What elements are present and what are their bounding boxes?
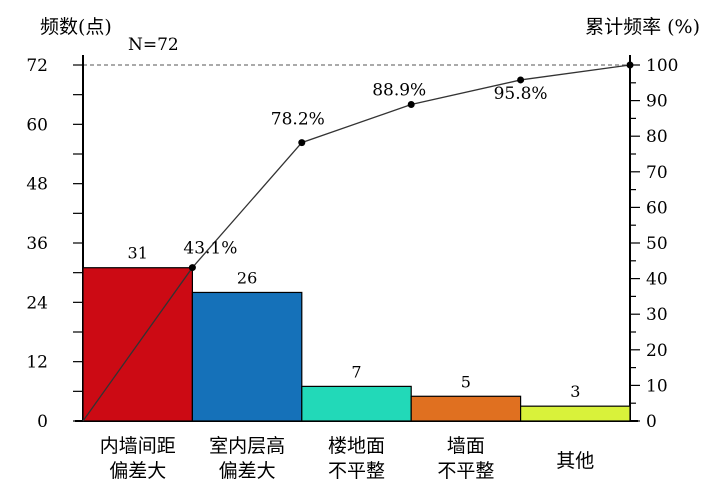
category-label-1-1: 偏差大 <box>219 460 276 482</box>
cumulative-point-3 <box>517 76 525 84</box>
category-label-1-0: 室内层高 <box>209 435 285 457</box>
left-tick-label-12: 12 <box>26 353 48 373</box>
cumulative-label-2: 88.9% <box>372 81 426 101</box>
bar-value-label-4: 3 <box>570 382 580 401</box>
left-tick-label-36: 36 <box>26 234 48 254</box>
cumulative-point-1 <box>298 139 306 147</box>
left-tick-label-0: 0 <box>37 412 48 432</box>
category-label-3-0: 墙面 <box>447 435 485 457</box>
cumulative-line <box>82 61 634 422</box>
category-label-2-1: 不平整 <box>328 460 385 482</box>
bar-3 <box>410 395 522 422</box>
bar-value-label-0: 31 <box>128 244 148 263</box>
cumulative-point-2 <box>407 101 415 109</box>
right-tick-label-0: 0 <box>646 412 657 432</box>
bars <box>82 267 631 422</box>
right-tick-label-90: 90 <box>646 92 668 112</box>
category-label-3-1: 不平整 <box>437 460 494 482</box>
category-label-0-0: 内墙间距 <box>100 435 176 457</box>
left-tick-label-72: 72 <box>26 56 48 76</box>
right-tick-label-20: 20 <box>646 341 668 361</box>
left-tick-label-60: 60 <box>26 115 48 135</box>
bar-value-label-3: 5 <box>461 372 471 391</box>
cumulative-polyline <box>82 64 631 422</box>
category-label-2-0: 楼地面 <box>328 435 385 457</box>
bar-2 <box>301 385 412 422</box>
left-tick-label-24: 24 <box>26 293 48 313</box>
cumulative-label-0: 43.1% <box>183 239 237 259</box>
right-tick-label-40: 40 <box>646 270 668 290</box>
category-label-4-0: 其他 <box>556 450 594 472</box>
bar-1 <box>191 291 303 422</box>
sample-size-label: N=72 <box>128 35 179 55</box>
cumulative-point-4 <box>626 61 634 69</box>
right-tick-label-50: 50 <box>646 234 668 254</box>
bar-value-label-2: 7 <box>351 362 361 381</box>
right-tick-label-100: 100 <box>646 56 678 76</box>
left-tick-label-48: 48 <box>26 175 48 195</box>
right-tick-label-10: 10 <box>646 376 668 396</box>
bar-value-label-1: 26 <box>237 268 257 287</box>
right-tick-label-80: 80 <box>646 127 668 147</box>
cumulative-label-3: 95.8% <box>494 84 548 104</box>
right-tick-label-60: 60 <box>646 198 668 218</box>
cumulative-point-0 <box>188 264 196 272</box>
right-axis-title: 累计频率 (%) <box>585 16 700 38</box>
cumulative-label-1: 78.2% <box>271 110 325 130</box>
right-tick-label-30: 30 <box>646 305 668 325</box>
right-tick-label-70: 70 <box>646 163 668 183</box>
left-axis-title: 频数(点) <box>40 16 112 38</box>
category-label-0-1: 偏差大 <box>109 460 166 482</box>
bar-4 <box>519 405 631 422</box>
